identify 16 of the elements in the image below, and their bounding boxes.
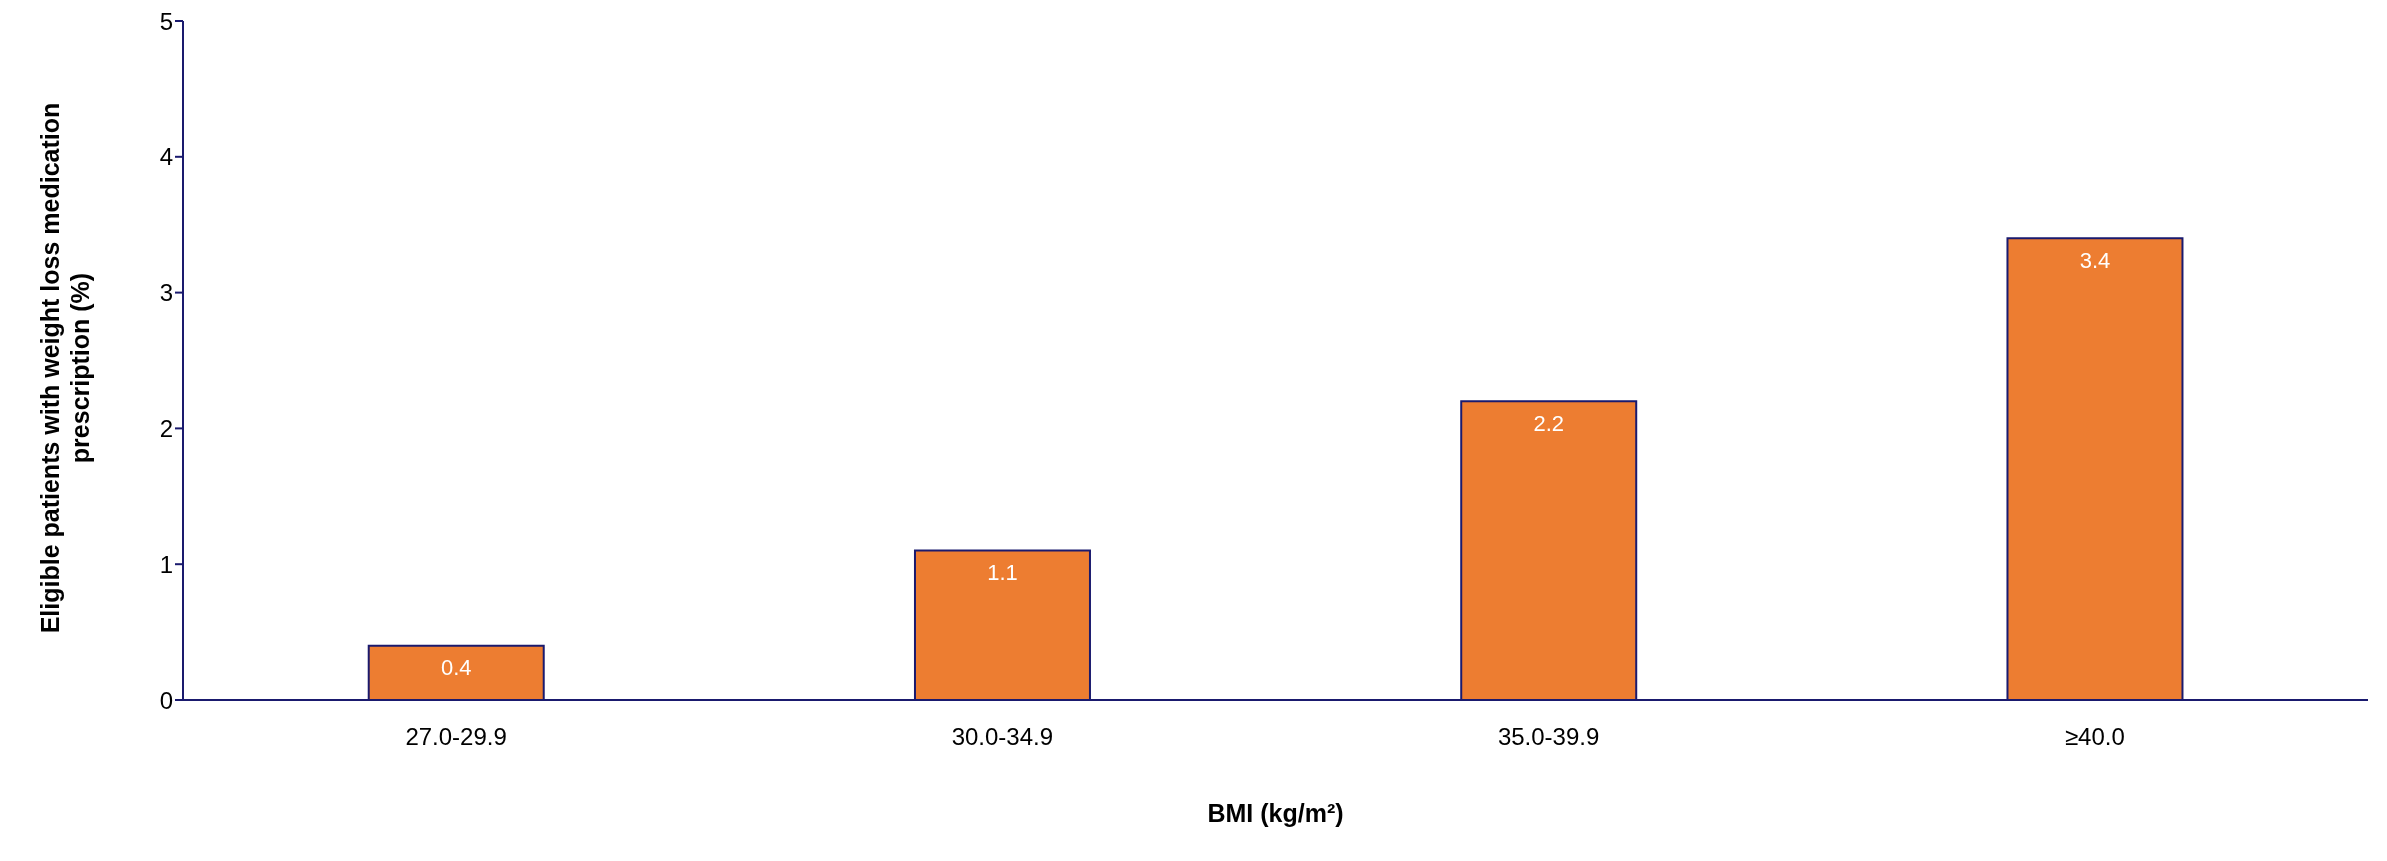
y-tick-label: 5 [159,7,173,35]
x-tick-label: ≥40.0 [2064,723,2125,751]
data-label: 1.1 [987,560,1018,586]
y-tick-label: 2 [159,414,173,442]
data-label: 0.4 [440,655,472,681]
x-axis-title: BMI (kg/m²) [1207,799,1344,827]
y-tick-label: 1 [159,550,173,578]
data-label: 2.2 [1533,410,1565,436]
y-tick-label: 4 [159,143,173,171]
data-label: 3.4 [2079,247,2111,273]
x-tick-label: 30.0-34.9 [951,723,1054,751]
y-axis-title: Eligible patients with weight loss medication prescription (%) [35,101,95,636]
y-tick-label: 3 [159,279,173,307]
x-tick-label: 27.0-29.9 [405,723,507,751]
y-tick-label: 0 [159,686,173,714]
x-tick-label: 35.0-39.9 [1497,723,1600,751]
